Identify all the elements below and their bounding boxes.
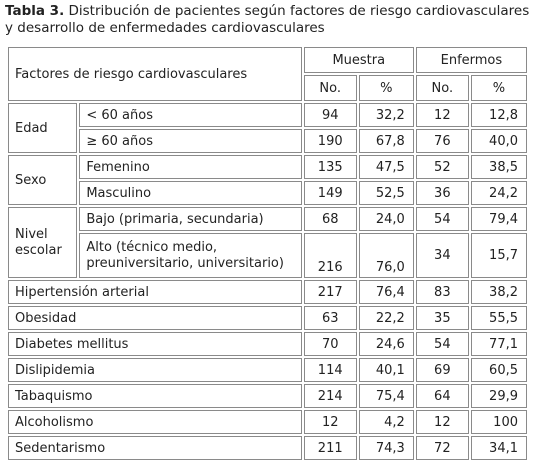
row-label: Alto (técnico medio, preuniversitario, u… <box>79 233 302 278</box>
header-muestra-no: No. <box>303 75 357 101</box>
muestra-no-cell: 135 <box>303 155 357 179</box>
risk-factors-table: Factores de riesgo cardiovasculares Mues… <box>6 45 529 462</box>
row-label: Masculino <box>79 181 302 205</box>
row-label: Tabaquismo <box>8 384 302 408</box>
enfermos-pct-cell: 40,0 <box>470 129 527 153</box>
table-row: Dislipidemia 114 40,1 69 60,5 <box>8 358 527 382</box>
muestra-no-cell: 214 <box>303 384 357 408</box>
table-row: Tabaquismo 214 75,4 64 29,9 <box>8 384 527 408</box>
enfermos-pct-cell: 60,5 <box>470 358 527 382</box>
muestra-pct-cell: 47,5 <box>358 155 414 179</box>
row-label: Sedentarismo <box>8 436 302 460</box>
muestra-no-cell: 211 <box>303 436 357 460</box>
header-row-2: No. % No. % <box>8 75 527 101</box>
enfermos-pct-cell: 38,5 <box>470 155 527 179</box>
enfermos-no-cell: 54 <box>415 207 469 231</box>
table-row: ≥ 60 años 190 67,8 76 40,0 <box>8 129 527 153</box>
table-row: Edad < 60 años 94 32,2 12 12,8 <box>8 103 527 153</box>
enfermos-no-cell: 69 <box>415 358 469 382</box>
muestra-no-cell: 94 <box>303 103 357 127</box>
muestra-no-cell: 114 <box>303 358 357 382</box>
enfermos-no-cell: 12 <box>415 410 469 434</box>
enfermos-pct-cell: 38,2 <box>470 280 527 304</box>
muestra-no-cell: 12 <box>303 410 357 434</box>
row-label: ≥ 60 años <box>79 129 302 153</box>
group-label-edad: Edad <box>8 103 78 153</box>
enfermos-pct-cell: 15,7 <box>470 233 527 278</box>
enfermos-no-cell: 83 <box>415 280 469 304</box>
muestra-pct-cell: 76,0 <box>358 233 414 278</box>
table-row: Sexo Femenino 135 47,5 52 38,5 <box>8 155 527 205</box>
table-row: Hipertensión arterial 217 76,4 83 38,2 <box>8 280 527 304</box>
enfermos-no-cell: 52 <box>415 155 469 179</box>
muestra-pct-cell: 40,1 <box>358 358 414 382</box>
table-caption-label: Tabla 3. <box>5 3 65 19</box>
header-muestra-pct: % <box>358 75 414 101</box>
header-factors: Factores de riesgo cardiovasculares <box>8 47 302 101</box>
muestra-pct-cell: 67,8 <box>358 129 414 153</box>
muestra-pct-cell: 75,4 <box>358 384 414 408</box>
table-row: Nivel escolar Bajo (primaria, secundaria… <box>8 207 527 278</box>
table-caption-text: Distribución de pacientes según factores… <box>5 3 530 36</box>
row-label: Diabetes mellitus <box>8 332 302 356</box>
row-label: Dislipidemia <box>8 358 302 382</box>
muestra-pct-cell: 52,5 <box>358 181 414 205</box>
muestra-pct-cell: 24,6 <box>358 332 414 356</box>
enfermos-no-cell: 54 <box>415 332 469 356</box>
table-row: Alcoholismo 12 4,2 12 100 <box>8 410 527 434</box>
table-row: Diabetes mellitus 70 24,6 54 77,1 <box>8 332 527 356</box>
enfermos-no-cell: 76 <box>415 129 469 153</box>
group-label-nivel-escolar: Nivel escolar <box>8 207 78 278</box>
muestra-pct-cell: 74,3 <box>358 436 414 460</box>
muestra-no-cell: 149 <box>303 181 357 205</box>
header-enfermos: Enfermos <box>415 47 527 73</box>
header-enfermos-no: No. <box>415 75 469 101</box>
enfermos-no-cell: 36 <box>415 181 469 205</box>
enfermos-pct-cell: 79,4 <box>470 207 527 231</box>
header-row-1: Factores de riesgo cardiovasculares Mues… <box>8 47 527 101</box>
muestra-pct-cell: 24,0 <box>358 207 414 231</box>
enfermos-no-cell: 72 <box>415 436 469 460</box>
row-label: Bajo (primaria, secundaria) <box>79 207 302 231</box>
header-enfermos-pct: % <box>470 75 527 101</box>
table-row: Obesidad 63 22,2 35 55,5 <box>8 306 527 330</box>
muestra-no-cell: 63 <box>303 306 357 330</box>
row-label: < 60 años <box>79 103 302 127</box>
enfermos-pct-cell: 77,1 <box>470 332 527 356</box>
muestra-pct-cell: 4,2 <box>358 410 414 434</box>
table-caption: Tabla 3. Distribución de pacientes según… <box>5 3 531 37</box>
enfermos-pct-cell: 12,8 <box>470 103 527 127</box>
row-label: Hipertensión arterial <box>8 280 302 304</box>
muestra-pct-cell: 76,4 <box>358 280 414 304</box>
enfermos-pct-cell: 24,2 <box>470 181 527 205</box>
row-label: Obesidad <box>8 306 302 330</box>
muestra-no-cell: 68 <box>303 207 357 231</box>
enfermos-pct-cell: 29,9 <box>470 384 527 408</box>
muestra-no-cell: 190 <box>303 129 357 153</box>
group-label-sexo: Sexo <box>8 155 78 205</box>
enfermos-no-cell: 64 <box>415 384 469 408</box>
table-row: Sedentarismo 211 74,3 72 34,1 <box>8 436 527 460</box>
row-label: Femenino <box>79 155 302 179</box>
enfermos-no-cell: 35 <box>415 306 469 330</box>
enfermos-no-cell: 34 <box>415 233 469 278</box>
table-row: Masculino 149 52,5 36 24,2 <box>8 181 527 205</box>
muestra-pct-cell: 22,2 <box>358 306 414 330</box>
muestra-no-cell: 70 <box>303 332 357 356</box>
enfermos-pct-cell: 34,1 <box>470 436 527 460</box>
muestra-no-cell: 216 <box>303 233 357 278</box>
table-row: Alto (técnico medio, preuniversitario, u… <box>8 233 527 278</box>
header-muestra: Muestra <box>303 47 414 73</box>
enfermos-no-cell: 12 <box>415 103 469 127</box>
enfermos-pct-cell: 55,5 <box>470 306 527 330</box>
muestra-pct-cell: 32,2 <box>358 103 414 127</box>
muestra-no-cell: 217 <box>303 280 357 304</box>
row-label: Alcoholismo <box>8 410 302 434</box>
enfermos-pct-cell: 100 <box>470 410 527 434</box>
